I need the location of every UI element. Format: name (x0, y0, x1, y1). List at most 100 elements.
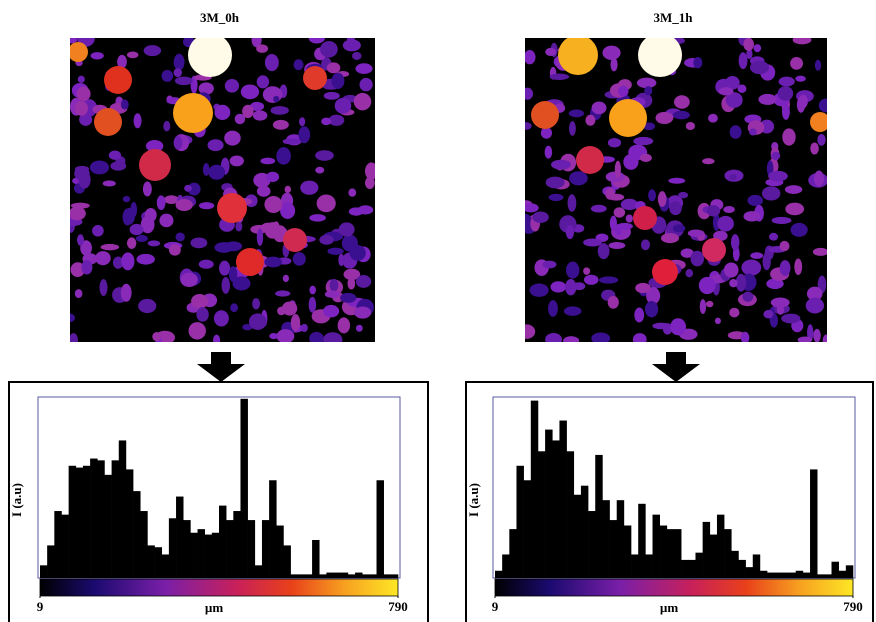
speckle (99, 279, 108, 296)
speckle (749, 60, 770, 75)
speckle (173, 68, 182, 78)
speckle (269, 333, 279, 340)
speckle (795, 75, 806, 82)
bar (390, 574, 399, 578)
speckle (762, 252, 771, 271)
bright-spot (303, 66, 327, 90)
speckle (568, 109, 585, 118)
speckle (608, 241, 626, 249)
speckle (142, 181, 152, 197)
bar (666, 529, 675, 578)
panel-frame (8, 381, 429, 622)
speckle (355, 324, 363, 332)
speckle (761, 186, 781, 201)
bar (376, 480, 384, 578)
speckle (290, 313, 301, 332)
speckle (264, 256, 282, 268)
speckle (565, 261, 580, 279)
speckle (790, 56, 804, 70)
speckle (569, 171, 588, 186)
speckle (817, 133, 826, 146)
speckle (602, 45, 621, 60)
speckle (597, 243, 610, 260)
bar (297, 574, 306, 578)
bar (745, 567, 754, 578)
speckle (343, 268, 361, 280)
speckle (753, 44, 762, 53)
speckle (252, 298, 261, 310)
x-axis-label: µm (205, 600, 223, 615)
speckle (613, 207, 626, 218)
speckle (219, 260, 231, 276)
x-tick-label: 9 (37, 599, 44, 614)
image-title: 3M_0h (200, 10, 240, 25)
speckle (308, 296, 317, 313)
speckle (70, 202, 90, 209)
speckle (260, 222, 276, 233)
speckle (319, 234, 334, 245)
bright-spot (609, 99, 647, 137)
speckle (525, 122, 532, 130)
bar (261, 520, 270, 578)
speckle (633, 136, 654, 146)
speckle (123, 207, 135, 225)
speckle (766, 278, 784, 290)
bar (118, 440, 127, 578)
speckle (337, 317, 351, 334)
speckle (145, 139, 164, 153)
speckle (657, 191, 667, 207)
speckle (324, 290, 340, 298)
speckle (143, 45, 162, 57)
bright-spot (810, 112, 827, 132)
speckle (129, 223, 144, 236)
speckle (334, 97, 352, 114)
speckle (355, 63, 373, 74)
speckle (126, 51, 139, 59)
speckle (591, 332, 611, 342)
bright-spot (633, 206, 657, 230)
speckle (77, 234, 84, 246)
speckle (122, 195, 131, 203)
speckle (242, 323, 253, 331)
speckle (348, 207, 364, 216)
speckle (74, 165, 90, 172)
image-title: 3M_1h (654, 10, 694, 25)
speckle (741, 259, 762, 276)
speckle (655, 111, 674, 124)
micrograph-content (70, 38, 375, 342)
bar (233, 511, 241, 578)
speckle (685, 269, 694, 278)
speckle (272, 119, 289, 130)
speckle (320, 41, 338, 58)
speckle (729, 173, 737, 181)
speckle (670, 318, 687, 336)
speckle (338, 222, 355, 237)
bar (559, 420, 567, 578)
bar (147, 545, 155, 578)
speckle (743, 211, 761, 222)
bright-spot (217, 193, 247, 223)
speckle (328, 114, 345, 126)
speckle (347, 277, 356, 290)
bar (140, 511, 148, 578)
speckle (643, 122, 656, 131)
speckle (224, 241, 243, 252)
speckle (331, 72, 345, 90)
speckle (810, 142, 819, 155)
speckle (635, 282, 651, 294)
speckle (673, 95, 690, 109)
speckle (248, 313, 267, 330)
speckle (77, 75, 85, 83)
bright-spot (283, 228, 307, 252)
speckle (549, 73, 570, 80)
bar (204, 534, 213, 578)
bar (759, 570, 768, 578)
speckle (78, 170, 91, 189)
speckle (264, 196, 283, 214)
speckle (136, 253, 155, 265)
speckle (699, 299, 707, 315)
speckle (281, 301, 298, 316)
bar (133, 491, 141, 578)
speckle (213, 334, 221, 342)
speckle (70, 206, 86, 221)
